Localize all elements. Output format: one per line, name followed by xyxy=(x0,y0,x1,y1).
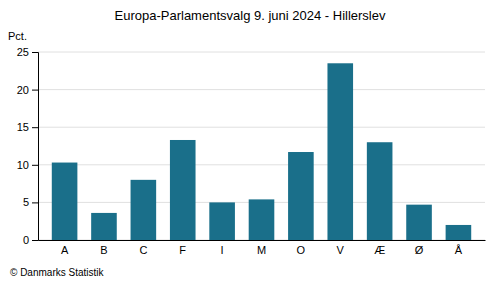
x-tick-label: Ø xyxy=(415,244,424,256)
bar xyxy=(249,199,275,240)
y-tick-mark xyxy=(32,202,38,203)
y-tick: 20 xyxy=(17,84,38,96)
x-tick-label: Æ xyxy=(374,244,385,256)
x-tick: F xyxy=(179,244,186,256)
x-tick-label: I xyxy=(221,244,224,256)
y-tick-label: 15 xyxy=(17,121,29,133)
x-tick-label: M xyxy=(257,244,266,256)
grid-line xyxy=(38,52,485,53)
bar xyxy=(446,225,472,240)
x-tick: B xyxy=(100,244,107,256)
x-tick: Ø xyxy=(415,244,424,256)
x-tick-label: V xyxy=(337,244,345,256)
x-tick: V xyxy=(337,244,345,256)
bar xyxy=(209,202,235,240)
grid-line xyxy=(38,164,485,165)
x-tick: C xyxy=(139,244,147,256)
x-tick: Å xyxy=(455,244,463,256)
bars xyxy=(52,63,471,240)
x-tick-label: A xyxy=(61,244,69,256)
y-tick: 25 xyxy=(17,46,38,58)
bar xyxy=(327,63,353,240)
y-tick: 5 xyxy=(23,196,38,208)
x-axis: ABCFIMOVÆØÅ xyxy=(39,241,486,256)
y-tick-label: 10 xyxy=(17,159,29,171)
y-tick-label: 5 xyxy=(23,196,29,208)
y-tick: 15 xyxy=(17,121,38,133)
bar xyxy=(367,142,393,240)
y-tick-mark xyxy=(32,127,38,128)
bar xyxy=(170,140,196,240)
bar xyxy=(288,152,314,240)
x-axis-line xyxy=(39,240,486,241)
x-tick-label: C xyxy=(139,244,147,256)
y-tick: 0 xyxy=(23,234,38,246)
plot: A B C F I M O V Æ Ø Å 0 5 10 15 20 25 xyxy=(17,46,486,256)
x-tick-label: B xyxy=(100,244,107,256)
y-label: Pct. xyxy=(8,30,27,42)
bar xyxy=(52,163,78,240)
y-tick-label: 25 xyxy=(17,46,29,58)
x-tick-label: Å xyxy=(455,244,463,256)
y-tick-mark xyxy=(32,90,38,91)
chart: Europa-Parlamentsvalg 9. juni 2024 - Hil… xyxy=(0,0,500,282)
y-tick-mark xyxy=(32,240,38,241)
title: Europa-Parlamentsvalg 9. juni 2024 - Hil… xyxy=(115,8,386,23)
grid-line xyxy=(38,89,485,90)
bar xyxy=(406,205,432,240)
bar xyxy=(91,213,117,240)
x-tick: Æ xyxy=(374,244,385,256)
x-tick-label: O xyxy=(297,244,306,256)
footer: © Danmarks Statistik xyxy=(10,267,105,278)
grid-line xyxy=(38,127,485,128)
x-tick: A xyxy=(61,244,69,256)
x-tick: I xyxy=(221,244,224,256)
y-tick-mark xyxy=(32,165,38,166)
y-tick-label: 0 xyxy=(23,234,29,246)
y-axis: 0 5 10 15 20 25 xyxy=(17,46,39,246)
grid xyxy=(38,52,485,240)
y-axis-line xyxy=(32,53,39,241)
x-tick-label: F xyxy=(179,244,186,256)
x-tick: M xyxy=(257,244,266,256)
bar xyxy=(131,180,157,240)
x-tick: O xyxy=(297,244,306,256)
y-tick-mark xyxy=(32,52,38,53)
y-tick: 10 xyxy=(17,159,38,171)
y-tick-label: 20 xyxy=(17,84,29,96)
